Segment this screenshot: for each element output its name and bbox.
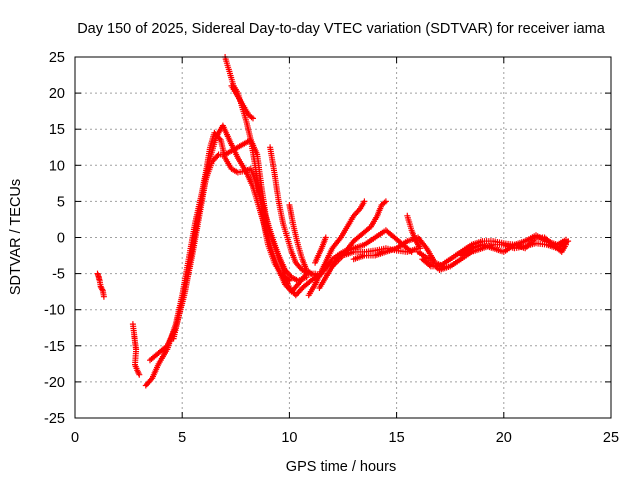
chart-title: Day 150 of 2025, Sidereal Day-to-day VTE… [77,21,606,37]
series-pass-11 [312,234,329,266]
plus-markers [404,212,424,252]
y-tick-label: -25 [44,411,65,427]
plus-markers [286,202,325,278]
y-tick-label: -15 [44,339,65,355]
plus-markers [147,122,310,364]
series-pass-9 [316,198,389,291]
y-tick-label: 5 [57,194,65,210]
y-tick-label: 0 [57,231,65,247]
series-pass-13 [350,234,447,270]
y-tick-label: 25 [49,50,65,66]
axis-ticks: 0 5 10 15 20 25 -25 -20 -15 -10 -5 0 5 10 15 20 25 [44,50,619,446]
plus-markers [305,198,368,299]
plus-markers [316,198,389,291]
series-pass-6 [267,144,319,277]
series-pass-14 [404,212,424,252]
y-tick-label: 15 [49,122,65,138]
series-early-b [129,321,143,378]
plus-markers [228,82,256,122]
y-tick-label: -5 [52,267,65,283]
series-pass-8 [305,198,368,299]
y-tick-label: 10 [49,158,65,174]
x-tick-label: 15 [389,430,405,446]
plus-markers [94,270,107,300]
y-tick-label: -20 [44,375,65,391]
x-tick-label: 20 [496,430,512,446]
data-points [94,54,572,389]
x-tick-label: 25 [603,430,619,446]
plus-markers [267,144,319,277]
y-tick-label: 20 [49,86,65,102]
plus-markers [350,234,447,270]
series-pass-3 [170,137,310,342]
y-axis-label: SDTVAR / TECUs [8,179,24,295]
series-pass-5 [228,82,256,122]
series-pass-2 [147,122,310,364]
y-tick-label: -10 [44,303,65,319]
plus-markers [312,234,329,266]
series-pass-7 [286,202,325,278]
x-axis-label: GPS time / hours [286,459,396,475]
plus-markers [129,321,143,378]
x-tick-label: 0 [71,430,79,446]
x-tick-label: 10 [281,430,297,446]
series-pass-17 [457,232,569,259]
grid-lines [75,57,611,418]
x-tick-label: 5 [178,430,186,446]
plus-markers [457,232,569,259]
plus-markers [170,137,310,342]
series-early-a [94,270,107,300]
